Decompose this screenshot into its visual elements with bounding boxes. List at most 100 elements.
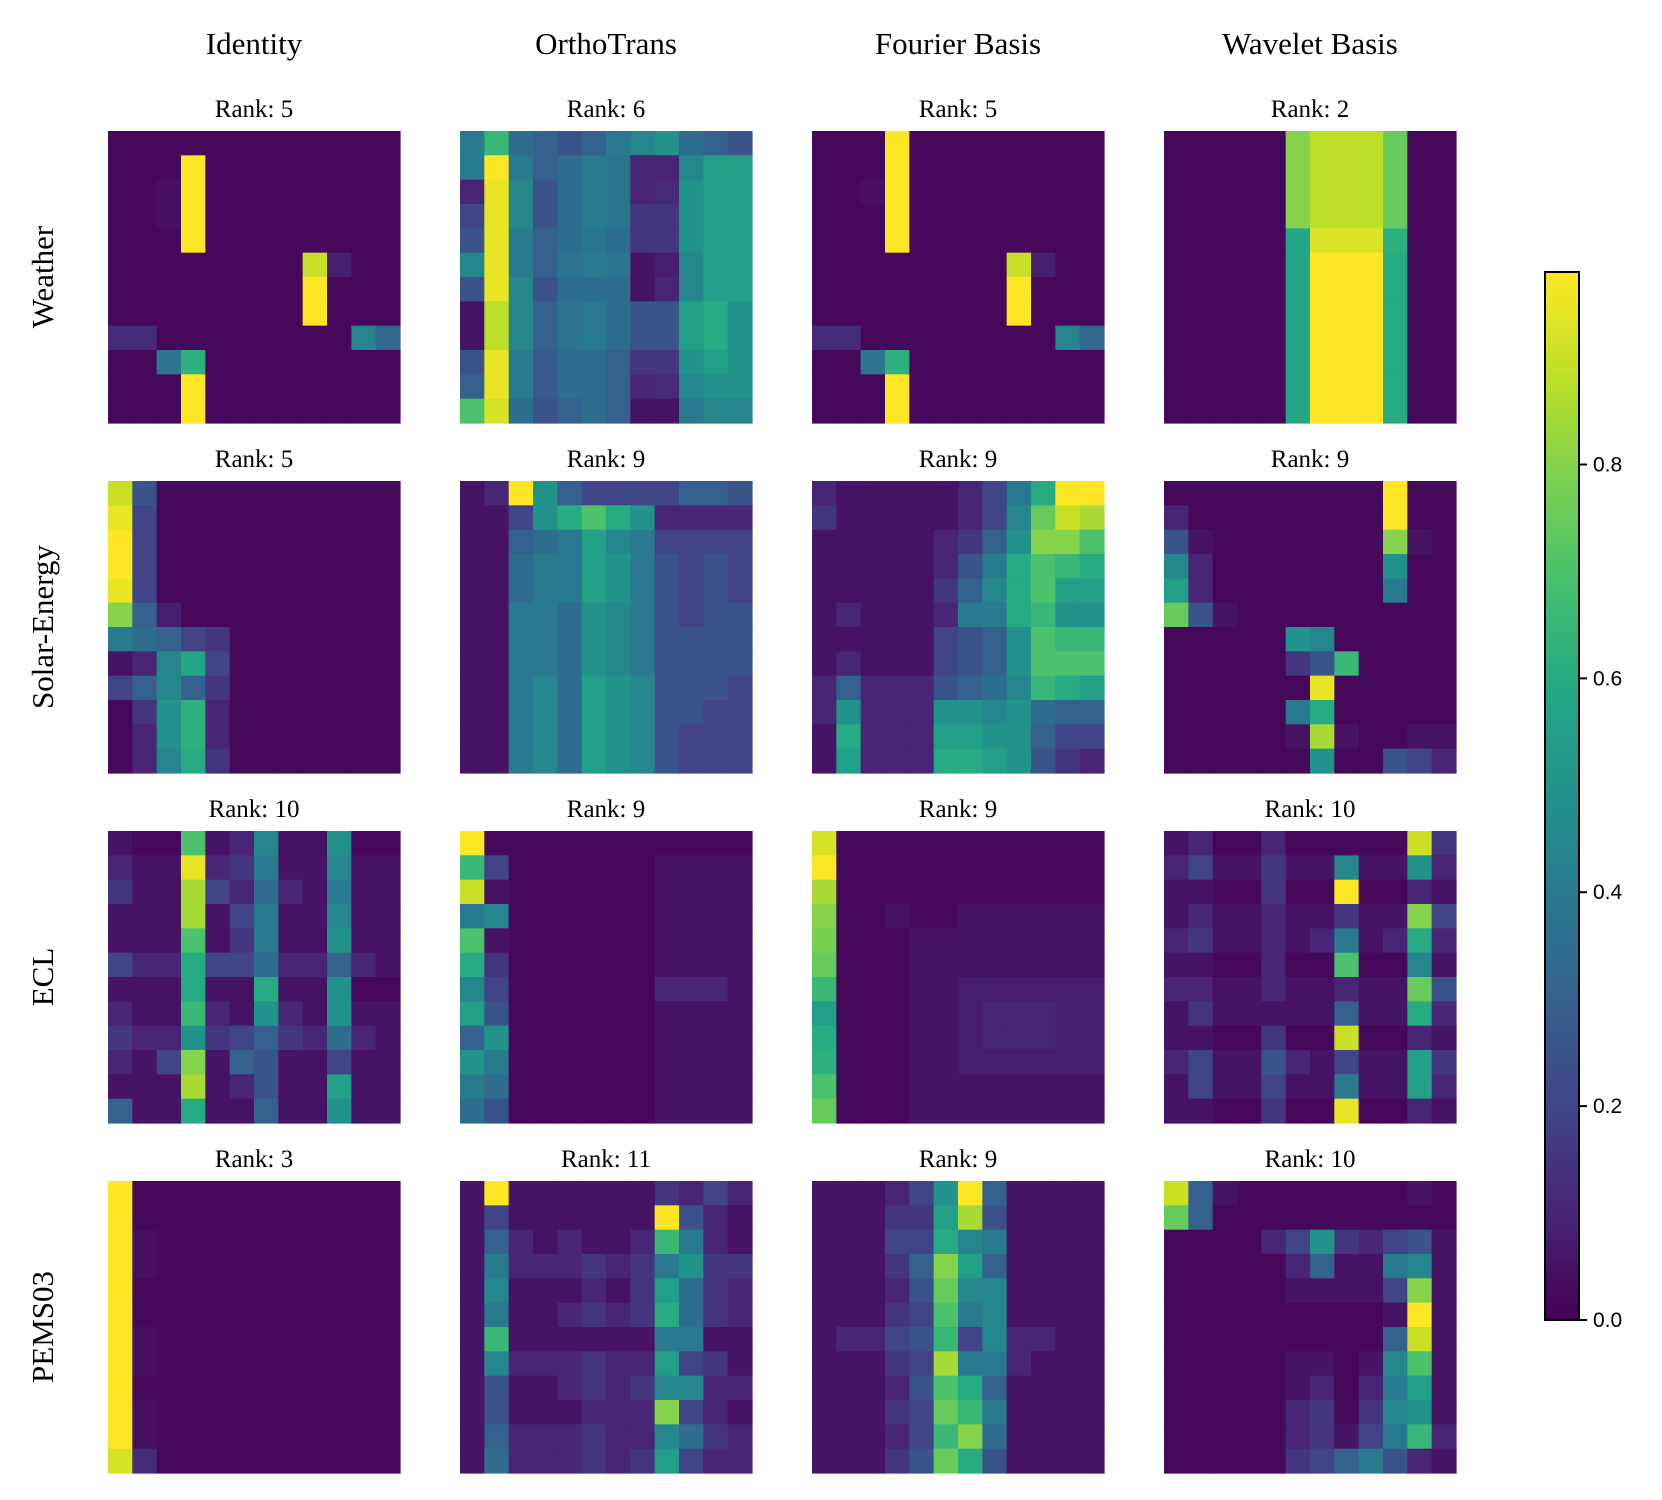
heatmap-cell <box>156 350 182 375</box>
heatmap-cell <box>1212 578 1238 604</box>
heatmap-cell <box>1407 529 1433 555</box>
heatmap-cell <box>108 928 133 954</box>
heatmap-cell <box>533 1424 558 1450</box>
heatmap-cell <box>508 131 534 156</box>
heatmap-cell <box>1358 131 1384 156</box>
heatmap-cell <box>1358 179 1384 205</box>
heatmap-cell <box>156 228 182 254</box>
heatmap-cell <box>1237 831 1262 856</box>
heatmap-cell <box>836 602 862 628</box>
heatmap-cell <box>1079 724 1105 750</box>
heatmap-cell <box>254 1400 279 1425</box>
heatmap-cell <box>1310 879 1335 905</box>
heatmap-cell <box>1031 505 1056 531</box>
heatmap-cell <box>1431 1181 1457 1206</box>
heatmap-cell <box>1006 1025 1032 1051</box>
heatmap-cell <box>630 481 656 506</box>
heatmap-cell <box>836 277 862 302</box>
heatmap-cell <box>982 904 1008 929</box>
heatmap-cell <box>1164 204 1189 229</box>
heatmap-cell <box>351 1327 377 1352</box>
heatmap-cell <box>933 1074 959 1100</box>
heatmap-cell <box>1358 505 1384 531</box>
heatmap-cell <box>1358 1074 1384 1100</box>
heatmap-cell <box>508 1327 534 1352</box>
heatmap-cell <box>1407 481 1433 506</box>
heatmap-cell <box>909 1424 935 1450</box>
heatmap-cell <box>1310 374 1335 400</box>
heatmap-cell <box>1006 952 1032 978</box>
heatmap-cell <box>1188 952 1214 978</box>
heatmap-cell <box>1334 481 1360 506</box>
heatmap-cell <box>1261 675 1287 701</box>
heatmap-cell <box>1031 179 1056 205</box>
heatmap-cell <box>1164 1050 1189 1075</box>
heatmap-cell <box>508 1001 534 1027</box>
heatmap-cell <box>958 1351 983 1377</box>
heatmap-cell <box>703 1302 729 1328</box>
heatmap-cell <box>630 1074 656 1100</box>
heatmap-cell <box>533 228 558 254</box>
heatmap-cell <box>375 700 401 725</box>
heatmap-cell <box>460 1098 485 1124</box>
heatmap-cell <box>327 252 352 278</box>
heatmap-cell <box>1164 1181 1189 1206</box>
heatmap-cell <box>351 724 377 750</box>
heatmap-cell <box>302 1448 328 1474</box>
heatmap-cell <box>1031 700 1056 725</box>
heatmap-cell <box>302 1098 328 1124</box>
heatmap-cell <box>1079 325 1105 351</box>
heatmap-cell <box>108 529 133 555</box>
heatmap-cell <box>1334 325 1360 351</box>
heatmap-cell <box>679 155 704 181</box>
heatmap-cell <box>836 578 862 604</box>
heatmap-cell <box>460 1424 485 1450</box>
heatmap-cell <box>460 277 485 302</box>
column-title: Fourier Basis <box>875 26 1041 61</box>
heatmap-cell <box>1310 1205 1335 1231</box>
heatmap-cell <box>1164 928 1189 954</box>
heatmap-cell <box>1006 155 1032 181</box>
heatmap-cell <box>181 952 206 978</box>
heatmap-cell <box>156 374 182 400</box>
heatmap-cell <box>654 651 680 677</box>
heatmap-cell <box>860 325 886 351</box>
heatmap-cell <box>1079 1254 1105 1279</box>
heatmap-cell <box>1164 1254 1189 1279</box>
heatmap-cell <box>703 831 729 856</box>
heatmap-cell <box>860 748 886 774</box>
heatmap-cell <box>557 1074 583 1100</box>
heatmap-cell <box>958 325 983 351</box>
heatmap-cell <box>982 700 1008 725</box>
heatmap-cell <box>1261 651 1287 677</box>
heatmap-cell <box>1358 204 1384 229</box>
heatmap-cell <box>630 1302 656 1328</box>
heatmap-cell <box>557 131 583 156</box>
heatmap-cell <box>205 627 231 652</box>
heatmap-cell <box>302 1181 328 1206</box>
heatmap-cell <box>1212 179 1238 205</box>
heatmap-cell <box>581 879 607 905</box>
heatmap-cell <box>278 724 304 750</box>
heatmap-cell <box>533 131 558 156</box>
heatmap-cell <box>606 529 631 555</box>
heatmap-cell <box>302 252 328 278</box>
heatmap-cell <box>885 325 910 351</box>
heatmap-cell <box>860 855 886 881</box>
heatmap-cell <box>836 1351 862 1377</box>
heatmap-cell <box>1079 675 1105 701</box>
heatmap-cell <box>278 1205 304 1231</box>
heatmap-cell <box>1212 1400 1238 1425</box>
heatmap-cell <box>933 602 959 628</box>
heatmap-cell <box>630 855 656 881</box>
heatmap-cell <box>933 1424 959 1450</box>
heatmap-cell <box>1079 602 1105 628</box>
heatmap-cell <box>1164 277 1189 302</box>
heatmap-cell <box>654 1375 680 1401</box>
heatmap-cell <box>351 1205 377 1231</box>
heatmap-cell <box>205 578 231 604</box>
heatmap-cell <box>982 1375 1008 1401</box>
heatmap-cell <box>1006 131 1032 156</box>
heatmap-cell <box>982 1050 1008 1075</box>
heatmap-cell <box>302 578 328 604</box>
